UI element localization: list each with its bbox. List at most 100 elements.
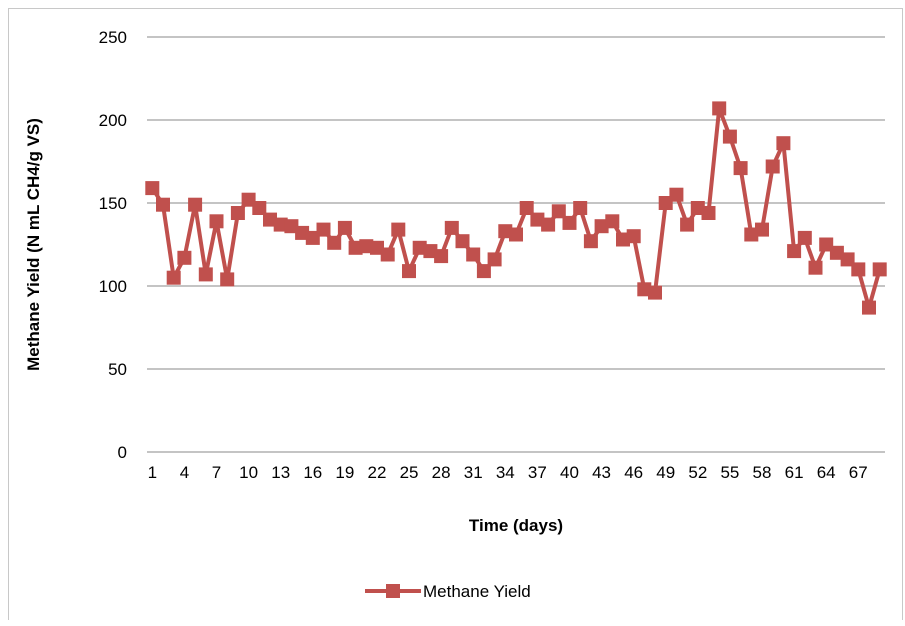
- data-point: [263, 212, 277, 227]
- data-point: [840, 252, 855, 267]
- x-tick-label: 49: [656, 463, 675, 482]
- y-tick-label: 50: [108, 360, 127, 379]
- data-point: [616, 232, 630, 247]
- data-point: [626, 229, 641, 244]
- data-point: [712, 101, 727, 116]
- x-axis-ticks: 1 4 7 10 13 16 19 22 25 28 31 34 37 40 43 46 49 52 55 58 61 6…: [148, 463, 868, 482]
- x-tick-label: 46: [624, 463, 643, 482]
- data-point: [402, 264, 416, 279]
- x-tick-label: 67: [849, 463, 868, 482]
- data-point: [166, 270, 181, 285]
- data-point: [230, 206, 245, 220]
- data-point: [530, 212, 545, 227]
- series-methane-yield: [145, 101, 887, 315]
- data-point: [776, 136, 791, 151]
- x-tick-label: 16: [303, 463, 322, 482]
- data-point: [423, 244, 438, 259]
- data-point: [808, 260, 823, 275]
- data-point: [744, 227, 759, 242]
- data-point: [765, 159, 780, 174]
- x-tick-label: 13: [271, 463, 290, 482]
- x-tick-label: 58: [753, 463, 772, 482]
- data-point: [455, 234, 470, 249]
- data-point: [337, 220, 352, 235]
- data-point: [851, 262, 866, 277]
- y-axis-title: Methane Yield (N mL CH4/g VS): [24, 118, 43, 371]
- data-point: [188, 197, 203, 212]
- data-point: [562, 215, 577, 230]
- data-point: [787, 244, 802, 259]
- data-point: [412, 240, 427, 255]
- data-point: [872, 262, 887, 277]
- line-chart: 0 50 100 150 200 250 1 4 7 10 13 16 19 22 25 28 31 34 37 4…: [24, 28, 887, 601]
- x-tick-label: 4: [180, 463, 189, 482]
- data-point: [434, 249, 449, 264]
- data-point: [316, 222, 331, 237]
- y-tick-label: 150: [99, 194, 127, 213]
- data-point: [551, 204, 566, 219]
- data-point: [305, 230, 320, 245]
- y-axis-ticks: 0 50 100 150 200 250: [99, 28, 127, 462]
- data-point: [380, 247, 395, 262]
- x-tick-label: 34: [496, 463, 515, 482]
- data-point: [156, 197, 170, 212]
- data-point: [284, 219, 299, 234]
- data-point: [648, 285, 662, 300]
- chart-area: 0 50 100 150 200 250 1 4 7 10 13 16 19 22 25 28 31 34 37 4…: [8, 8, 903, 620]
- data-point: [573, 201, 588, 215]
- y-tick-label: 0: [118, 443, 127, 462]
- data-point: [733, 161, 748, 176]
- data-point: [273, 217, 288, 232]
- data-point: [605, 214, 620, 229]
- data-point: [444, 220, 459, 235]
- data-point: [701, 206, 716, 220]
- x-tick-label: 55: [720, 463, 739, 482]
- x-tick-label: 43: [592, 463, 611, 482]
- data-point: [669, 187, 684, 202]
- data-point: [177, 250, 192, 265]
- data-point: [498, 224, 513, 239]
- data-point: [359, 239, 374, 254]
- legend-marker: [386, 584, 400, 598]
- data-point: [594, 219, 609, 234]
- data-point: [797, 230, 812, 245]
- data-point: [476, 264, 491, 279]
- data-point: [862, 300, 876, 315]
- data-point: [519, 201, 534, 215]
- data-point: [198, 267, 213, 282]
- data-point: [348, 240, 363, 255]
- data-point: [220, 272, 235, 287]
- x-tick-label: 28: [432, 463, 451, 482]
- x-tick-label: 25: [400, 463, 419, 482]
- x-tick-label: 64: [817, 463, 836, 482]
- x-tick-label: 10: [239, 463, 258, 482]
- data-point: [252, 201, 267, 215]
- data-point: [145, 181, 160, 196]
- data-point: [690, 201, 705, 215]
- data-point: [487, 252, 502, 267]
- x-tick-label: 1: [148, 463, 157, 482]
- x-axis-title: Time (days): [469, 516, 563, 535]
- data-point: [583, 234, 598, 249]
- x-tick-label: 40: [560, 463, 579, 482]
- data-point: [391, 222, 406, 237]
- data-point: [637, 282, 652, 297]
- data-point: [327, 235, 342, 250]
- x-tick-label: 22: [367, 463, 386, 482]
- data-point: [370, 240, 384, 255]
- data-point: [755, 222, 769, 237]
- x-tick-label: 37: [528, 463, 547, 482]
- data-point: [829, 245, 844, 260]
- x-tick-label: 19: [335, 463, 354, 482]
- data-point: [722, 129, 737, 144]
- y-tick-label: 250: [99, 28, 127, 47]
- y-tick-label: 200: [99, 111, 127, 130]
- x-tick-label: 52: [688, 463, 707, 482]
- data-point: [295, 225, 310, 240]
- data-point: [819, 237, 834, 252]
- legend-label: Methane Yield: [423, 582, 531, 601]
- data-point: [241, 192, 256, 207]
- data-point: [209, 214, 224, 229]
- y-tick-label: 100: [99, 277, 127, 296]
- x-tick-label: 31: [464, 463, 483, 482]
